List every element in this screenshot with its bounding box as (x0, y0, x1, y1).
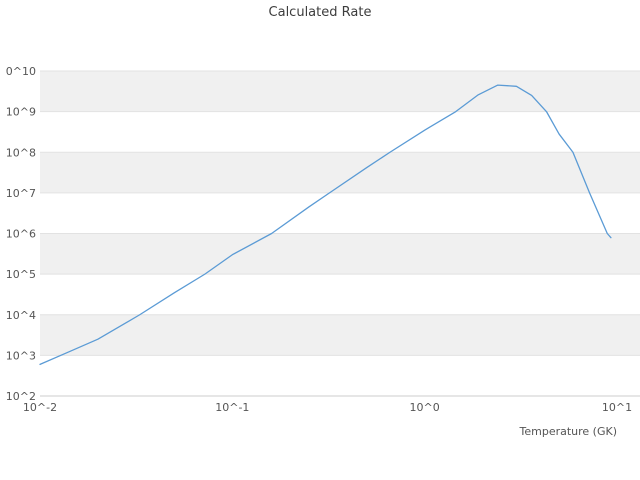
y-tick-label: 10^4 (6, 309, 36, 322)
series-lines (39, 84, 612, 366)
decade-band (40, 152, 640, 193)
x-tick-label: 10^-1 (215, 401, 249, 414)
y-tick-label: 10^6 (6, 228, 36, 241)
x-axis-label: Temperature (GK) (519, 425, 618, 438)
rate-curve (39, 84, 612, 366)
y-tick-label: 0^10 (6, 65, 36, 78)
decade-band (40, 71, 640, 112)
x-tick-label: 10^1 (602, 401, 632, 414)
y-tick-label: 10^9 (6, 106, 36, 119)
x-tick-label: 10^-2 (23, 401, 57, 414)
x-axis-tick-labels: 10^-2 10^-1 10^0 10^1 (23, 401, 632, 414)
y-tick-label: 10^3 (6, 349, 36, 362)
y-tick-label: 10^5 (6, 268, 36, 281)
y-axis-tick-labels: 10^2 10^3 10^4 10^5 10^6 10^7 10^8 10^9 0^10 (6, 65, 36, 403)
y-tick-label: 10^8 (6, 146, 36, 159)
plot-background-bands (40, 71, 640, 356)
chart-title: Calculated Rate (269, 5, 372, 20)
y-tick-label: 10^7 (6, 187, 36, 200)
x-tick-label: 10^0 (410, 401, 440, 414)
y-tick-label: 10^2 (6, 390, 36, 403)
decade-band (40, 314, 640, 356)
decade-band (40, 233, 640, 275)
